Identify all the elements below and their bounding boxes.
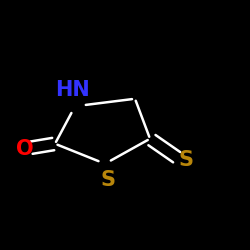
Text: HN: HN	[55, 80, 90, 100]
Text: S: S	[179, 150, 194, 170]
Text: S: S	[100, 170, 115, 190]
Text: O: O	[16, 139, 34, 159]
